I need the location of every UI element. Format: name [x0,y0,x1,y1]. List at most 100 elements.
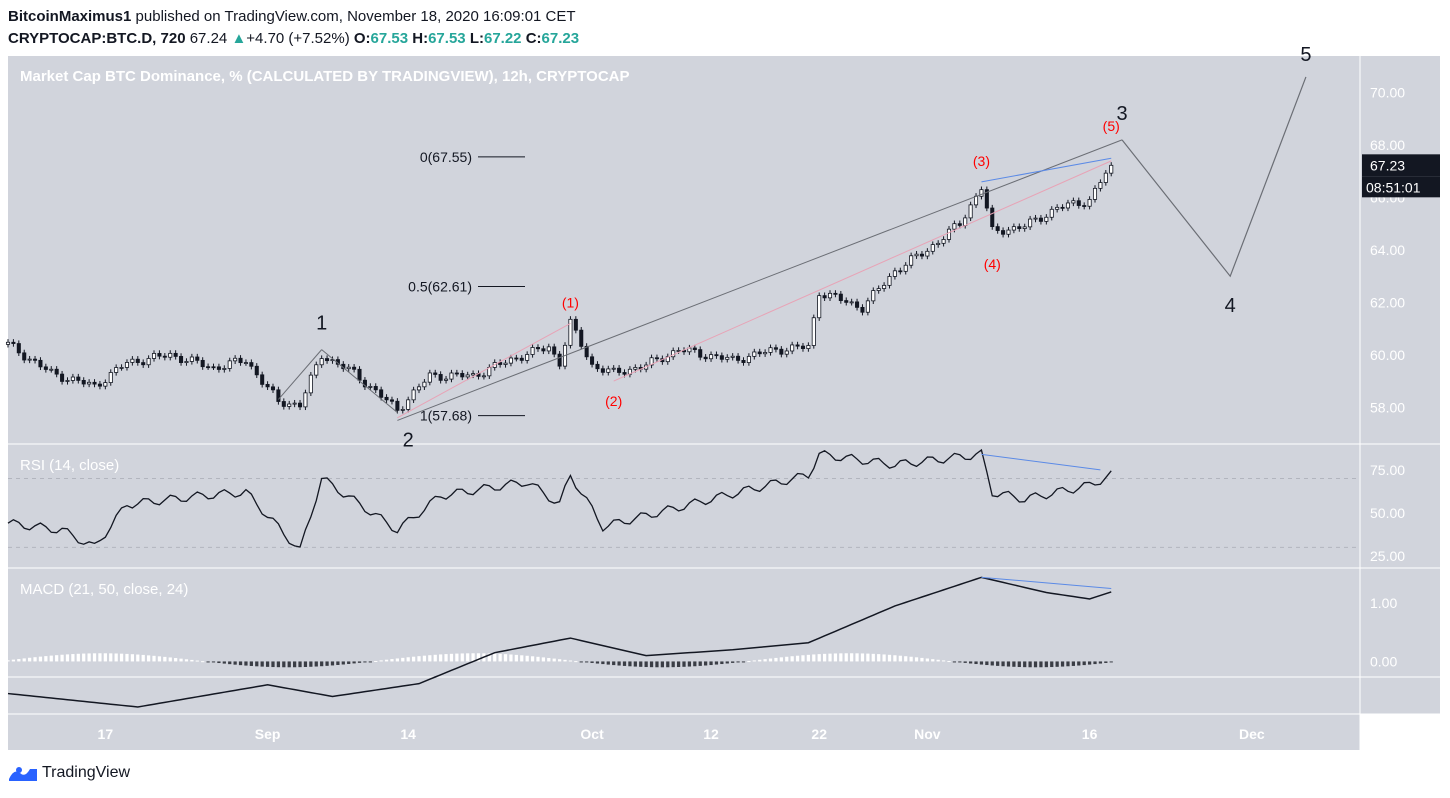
candle [600,368,605,373]
candle [243,362,248,364]
candle [833,292,838,295]
candle [1044,216,1049,222]
macd-histogram-bar [1071,661,1075,666]
price-tick-label: 62.00 [1370,294,1405,310]
macd-histogram-bar [98,653,102,662]
candle [427,372,432,383]
author-name[interactable]: BitcoinMaximus1 [8,8,132,25]
time-tick-label: 22 [811,726,827,742]
candle [508,357,513,364]
macd-histogram-bar [779,657,783,662]
candle [903,264,908,272]
macd-histogram-bar [493,653,497,662]
candle [692,347,697,351]
macd-histogram-bar [720,661,724,665]
macd-histogram-bar [709,661,713,666]
tradingview-brand[interactable]: TradingView [8,764,130,782]
macd-histogram-bar [628,661,632,667]
candle [146,358,151,366]
macd-histogram-bar [401,657,405,662]
wave-projection-path [1121,76,1307,278]
candle [1082,205,1087,207]
macd-histogram-bar [444,654,448,662]
candle [790,344,795,352]
macd-histogram-bar [660,661,664,668]
macd-histogram-bar [1012,661,1016,667]
wave-label-minor: (2) [605,393,622,409]
macd-histogram-bar [936,659,940,662]
macd-histogram-bar [417,656,421,662]
macd-histogram-bar [55,655,59,662]
macd-histogram-bar [914,657,919,662]
countdown-label: 08:51:01 [1366,179,1421,195]
candle [368,386,373,388]
macd-histogram-bar [557,659,562,662]
candle [871,290,876,302]
macd-histogram-bar [958,661,962,663]
macd-histogram-bar [774,657,778,662]
macd-histogram-bar [904,656,908,662]
candle [541,348,546,352]
candle [260,374,265,385]
macd-histogram-bar [790,656,794,662]
macd-histogram-bar [276,661,281,668]
candle [827,292,833,299]
candle [649,357,654,366]
candle [795,344,800,347]
macd-histogram-bar [1017,661,1021,668]
main-trendline [397,139,1123,421]
candle [784,350,789,355]
macd-histogram-bar [325,661,329,666]
macd-histogram-bar [11,659,16,662]
candle [946,228,952,240]
candle [1011,226,1016,231]
macd-histogram-bar [520,655,524,662]
high-value: 67.53 [428,30,466,47]
macd-histogram-bar [828,653,832,662]
macd-histogram-bar [963,661,967,663]
candle [568,318,573,346]
macd-histogram-bar [871,653,875,662]
fib-level-label: 1(57.68) [420,408,472,424]
candle [314,364,319,376]
candle [1060,206,1065,209]
wave-label-minor: (3) [973,153,990,169]
macd-histogram-bar [1104,661,1108,663]
candle [811,317,816,346]
macd-histogram-bar [163,656,167,662]
macd-histogram-bar [768,658,773,662]
macd-histogram-bar [466,653,470,662]
macd-histogram-bar [293,661,297,668]
candle [319,358,324,366]
macd-histogram-bar [877,654,881,662]
time-tick-label: Sep [255,726,281,742]
main-pane-title: Market Cap BTC Dominance, % (CALCULATED … [20,68,630,85]
candle [81,379,86,385]
macd-histogram-bar [352,661,356,664]
macd-histogram-bar [758,659,762,662]
candle [1109,164,1114,174]
macd-histogram-bar [92,653,97,662]
macd-line [7,576,1112,708]
candle [70,376,75,381]
wave-label-minor: (5) [1103,118,1120,134]
candle [768,347,773,353]
candle [736,355,741,361]
macd-histogram-bar [1055,661,1059,667]
macd-histogram-bar [990,661,994,666]
macd-histogram-bar [887,654,892,662]
rsi-line [7,448,1112,548]
macd-histogram-bar [87,653,91,662]
candle [1098,182,1103,189]
candle [141,362,146,366]
macd-histogram-bar [141,654,145,662]
macd-histogram-bar [384,659,389,662]
candle [465,374,470,378]
candle [179,356,184,363]
candle [957,223,962,226]
macd-histogram-bar [996,661,1000,666]
macd-histogram-bar [925,658,929,662]
macd-histogram-bar [844,653,848,662]
candle [611,367,616,370]
